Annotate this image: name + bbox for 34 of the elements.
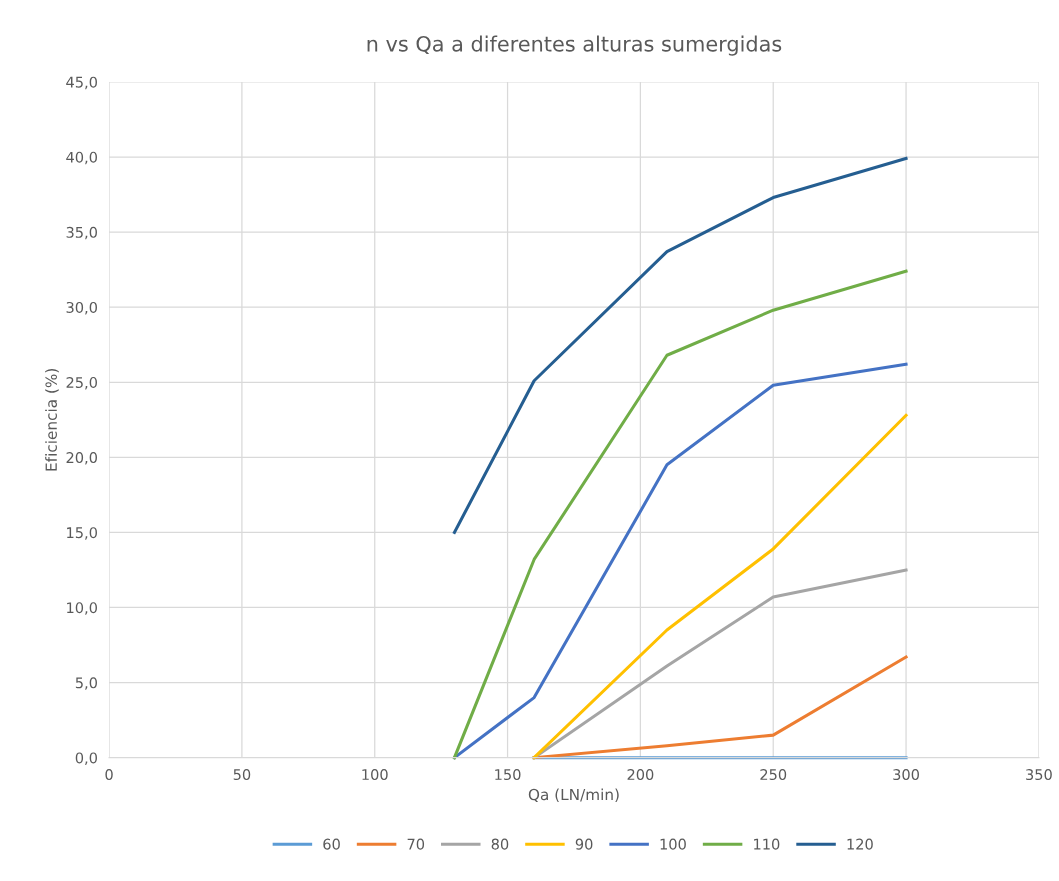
legend-label: 90	[575, 838, 593, 850]
y-tick-label: 5,0	[75, 677, 97, 690]
y-tick-label: 15,0	[67, 527, 97, 540]
y-tick-label: 45,0	[66, 76, 97, 90]
line-series	[532, 655, 908, 760]
x-tick-label: 250	[760, 769, 787, 781]
x-tick-label: 300	[893, 769, 919, 781]
legend-label: 120	[847, 838, 873, 850]
y-tick-label: 25,0	[66, 376, 97, 390]
x-tick-label: 0	[105, 769, 113, 781]
y-tick-label: 0,0	[75, 752, 97, 765]
line-series	[452, 269, 908, 760]
y-tick-label: 20,0	[66, 452, 97, 465]
legend-label: 100	[660, 838, 686, 850]
x-tick-label: 150	[495, 769, 521, 781]
x-axis-title: Qa (LN/min)	[528, 788, 619, 803]
legend-label: 60	[323, 838, 340, 850]
legend-label: 110	[754, 838, 780, 850]
y-tick-label: 10,0	[67, 602, 97, 615]
x-tick-label: 350	[1026, 769, 1052, 781]
line-series	[532, 413, 908, 760]
chart-title: n vs Qa a diferentes alturas sumergidas	[367, 35, 782, 56]
x-tick-label: 200	[627, 769, 654, 781]
legend-label: 70	[407, 838, 425, 850]
y-axis-title: Eficiencia (%)	[45, 368, 59, 471]
y-tick-label: 30,0	[66, 301, 97, 315]
x-tick-label: 100	[362, 769, 388, 781]
y-tick-label: 40,0	[66, 151, 97, 165]
y-tick-label: 35,0	[66, 226, 97, 240]
x-tick-label: 50	[233, 769, 251, 781]
line-series	[532, 568, 908, 760]
legend-label: 80	[491, 838, 509, 850]
line-series	[452, 156, 908, 534]
line-series	[452, 362, 908, 760]
